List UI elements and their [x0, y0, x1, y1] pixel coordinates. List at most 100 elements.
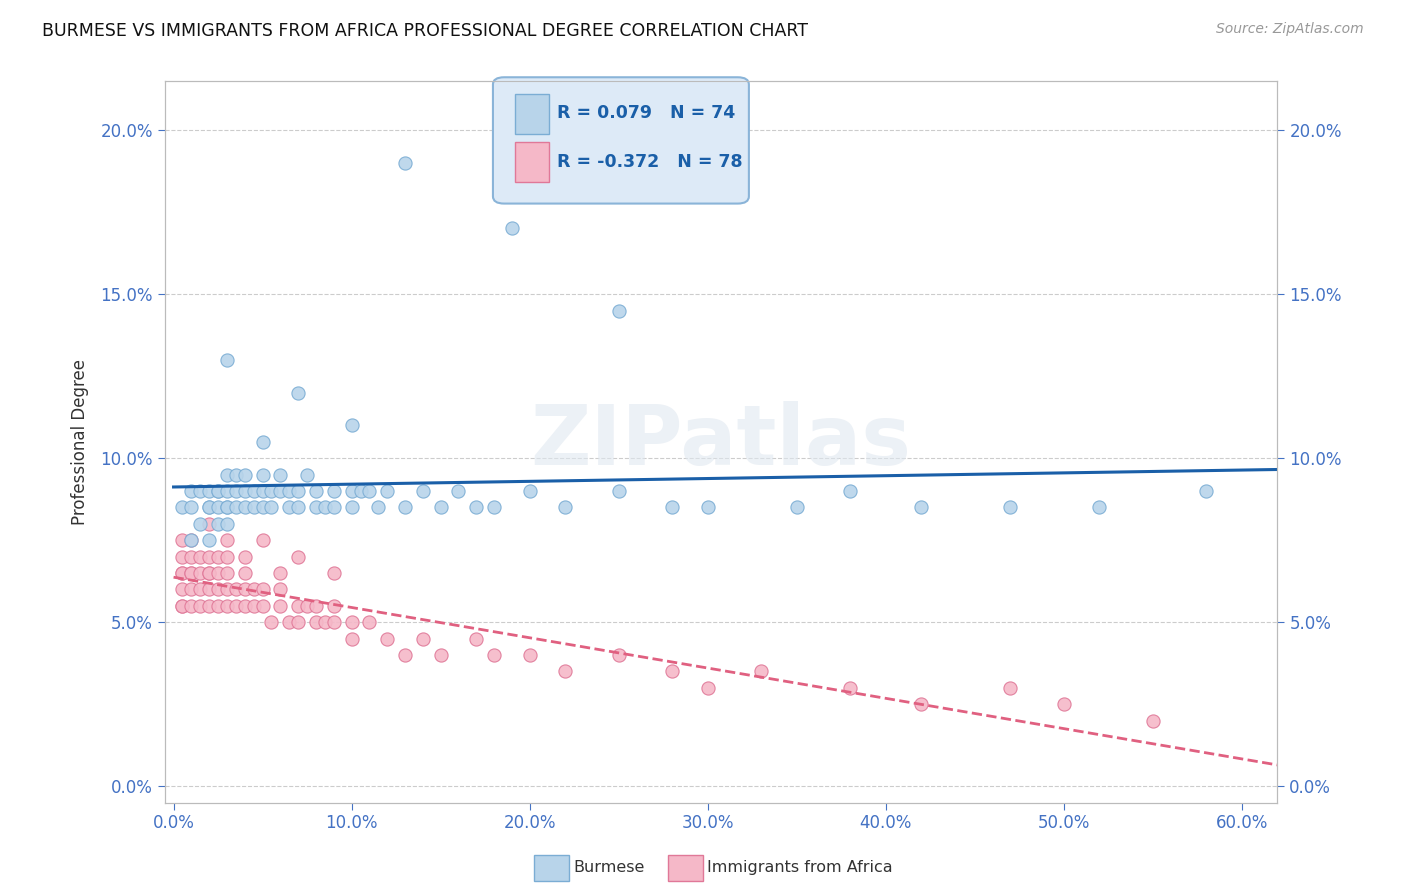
Point	[287, 615, 309, 629]
Point	[180, 483, 202, 498]
Point	[198, 599, 221, 613]
Point	[260, 615, 283, 629]
Point	[172, 582, 194, 597]
Point	[198, 500, 221, 515]
Point	[215, 566, 238, 580]
Y-axis label: Professional Degree: Professional Degree	[72, 359, 89, 524]
Point	[180, 533, 202, 548]
Point	[188, 566, 211, 580]
Point	[252, 434, 274, 449]
Point	[696, 681, 718, 695]
Point	[305, 615, 328, 629]
Point	[278, 615, 301, 629]
Point	[278, 483, 301, 498]
Point	[252, 500, 274, 515]
Point	[207, 483, 229, 498]
Point	[172, 500, 194, 515]
Point	[412, 483, 434, 498]
Point	[198, 566, 221, 580]
Point	[1000, 681, 1022, 695]
Point	[269, 582, 291, 597]
Point	[198, 582, 221, 597]
Point	[412, 632, 434, 646]
Text: Source: ZipAtlas.com: Source: ZipAtlas.com	[1216, 22, 1364, 37]
Point	[1000, 500, 1022, 515]
Point	[180, 500, 202, 515]
Point	[252, 533, 274, 548]
Point	[322, 615, 344, 629]
Point	[188, 599, 211, 613]
Point	[269, 599, 291, 613]
Point	[269, 483, 291, 498]
Point	[225, 582, 247, 597]
Point	[180, 582, 202, 597]
Point	[287, 385, 309, 400]
Point	[322, 500, 344, 515]
Point	[188, 582, 211, 597]
Point	[295, 467, 318, 482]
Point	[839, 483, 862, 498]
Point	[233, 549, 256, 564]
Point	[233, 467, 256, 482]
Point	[180, 533, 202, 548]
Point	[207, 582, 229, 597]
Point	[269, 467, 291, 482]
Point	[349, 483, 371, 498]
Point	[233, 500, 256, 515]
Point	[287, 599, 309, 613]
Point	[233, 582, 256, 597]
Point	[749, 665, 772, 679]
Point	[207, 516, 229, 531]
Point	[188, 483, 211, 498]
Point	[242, 500, 264, 515]
Point	[340, 615, 363, 629]
Point	[394, 156, 416, 170]
Point	[242, 483, 264, 498]
Point	[554, 500, 576, 515]
Point	[394, 648, 416, 662]
Point	[242, 599, 264, 613]
Point	[429, 500, 451, 515]
Point	[233, 566, 256, 580]
Point	[198, 549, 221, 564]
Point	[278, 500, 301, 515]
Point	[215, 599, 238, 613]
FancyBboxPatch shape	[515, 142, 548, 182]
Point	[375, 483, 398, 498]
Point	[322, 566, 344, 580]
Point	[172, 566, 194, 580]
Point	[225, 599, 247, 613]
Point	[207, 500, 229, 515]
Point	[172, 549, 194, 564]
Point	[225, 467, 247, 482]
Point	[482, 500, 505, 515]
Point	[252, 483, 274, 498]
Point	[242, 582, 264, 597]
Point	[661, 500, 683, 515]
Text: R = -0.372   N = 78: R = -0.372 N = 78	[558, 153, 744, 171]
Point	[215, 352, 238, 367]
Point	[367, 500, 389, 515]
Point	[252, 599, 274, 613]
Point	[225, 500, 247, 515]
Point	[287, 483, 309, 498]
Point	[172, 599, 194, 613]
Point	[1142, 714, 1164, 728]
Text: ZIPatlas: ZIPatlas	[530, 401, 911, 483]
Point	[180, 566, 202, 580]
Point	[215, 467, 238, 482]
Point	[661, 665, 683, 679]
Point	[359, 615, 381, 629]
Text: Burmese: Burmese	[574, 861, 645, 875]
Point	[786, 500, 808, 515]
Point	[314, 500, 336, 515]
Point	[215, 549, 238, 564]
Point	[225, 483, 247, 498]
Point	[215, 582, 238, 597]
Point	[607, 303, 630, 318]
Point	[340, 483, 363, 498]
Point	[207, 599, 229, 613]
Point	[198, 516, 221, 531]
Point	[215, 533, 238, 548]
Point	[215, 516, 238, 531]
